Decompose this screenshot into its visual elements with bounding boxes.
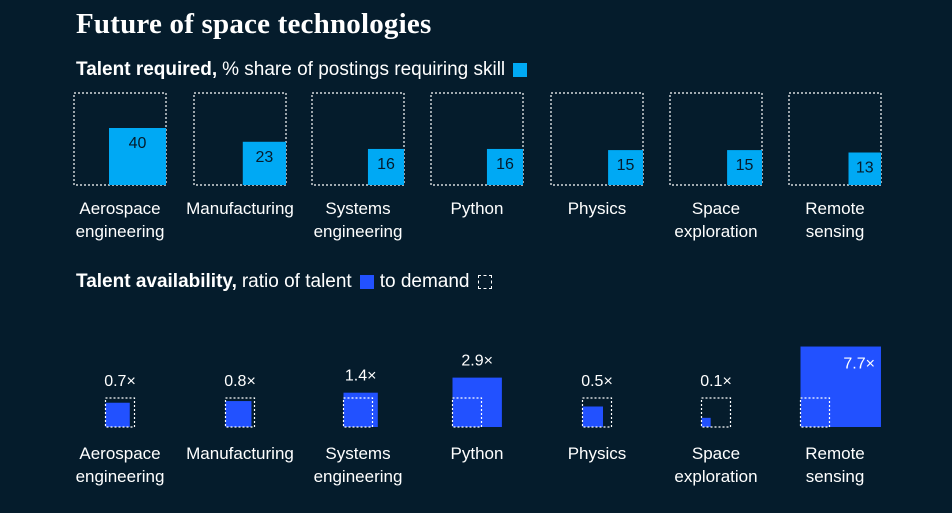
availability-category-remote-sensing: sensing — [806, 467, 865, 486]
required-category-remote-sensing: sensing — [806, 222, 865, 241]
required-bar-systems-engineering — [367, 148, 404, 185]
demand-frame-aerospace-engineering — [104, 397, 136, 428]
availability-category-space-exploration: Space — [692, 444, 740, 463]
availability-value-space-exploration: 0.1× — [700, 373, 732, 390]
required-bar-space-exploration — [727, 150, 762, 185]
availability-category-remote-sensing: Remote — [805, 444, 865, 463]
availability-category-manufacturing: Manufacturing — [186, 444, 294, 463]
availability-category-systems-engineering: Systems — [325, 444, 390, 463]
demand-frame-remote-sensing — [799, 397, 831, 428]
availability-value-systems-engineering: 1.4× — [345, 368, 377, 385]
talent-availability-mid: to demand — [379, 271, 470, 292]
required-category-systems-engineering: engineering — [314, 222, 403, 241]
demand-frame-space-exploration — [700, 397, 732, 428]
required-legend-swatch — [513, 63, 528, 77]
availability-value-remote-sensing: 7.7× — [843, 356, 875, 373]
availability-bar-physics — [582, 406, 604, 427]
required-frame-systems-engineering — [311, 92, 405, 186]
demand-frame-systems-engineering — [342, 397, 374, 428]
talent-availability-rest: ratio of talent — [241, 271, 352, 292]
availability-bar-remote-sensing — [800, 346, 881, 427]
required-category-python: Python — [451, 199, 504, 218]
required-bar-manufacturing — [242, 141, 286, 185]
required-value-systems-engineering: 16 — [377, 156, 395, 173]
required-category-aerospace-engineering: Aerospace — [79, 199, 160, 218]
availability-category-python: Python — [451, 444, 504, 463]
required-bar-remote-sensing — [848, 152, 881, 185]
required-frame-space-exploration — [669, 92, 763, 186]
demand-frame-physics — [581, 397, 613, 428]
required-value-remote-sensing: 13 — [856, 160, 874, 177]
availability-category-systems-engineering: engineering — [314, 467, 403, 486]
availability-category-aerospace-engineering: engineering — [76, 467, 165, 486]
required-category-space-exploration: Space — [692, 199, 740, 218]
talent-availability-heading: Talent availability, ratio of talent to … — [76, 271, 492, 293]
availability-bar-aerospace-engineering — [105, 402, 130, 427]
required-frame-manufacturing — [193, 92, 287, 186]
availability-category-space-exploration: exploration — [674, 467, 757, 486]
talent-legend-swatch — [359, 275, 374, 289]
availability-category-aerospace-engineering: Aerospace — [79, 444, 160, 463]
availability-bar-space-exploration — [701, 417, 711, 427]
talent-required-bold: Talent required, — [76, 59, 218, 80]
required-value-physics: 15 — [617, 157, 635, 174]
availability-value-physics: 0.5× — [581, 373, 613, 390]
talent-required-rest: % share of postings requiring skill — [222, 59, 506, 80]
demand-legend-swatch — [477, 275, 492, 289]
required-category-aerospace-engineering: engineering — [76, 222, 165, 241]
availability-value-python: 2.9× — [461, 353, 493, 370]
talent-availability-bold: Talent availability, — [76, 271, 237, 292]
required-value-space-exploration: 15 — [736, 157, 754, 174]
chart-title: Future of space technologies — [76, 8, 432, 40]
availability-bar-manufacturing — [225, 401, 252, 427]
availability-value-manufacturing: 0.8× — [224, 373, 256, 390]
required-category-space-exploration: exploration — [674, 222, 757, 241]
demand-frame-python — [451, 397, 483, 428]
required-value-aerospace-engineering: 40 — [129, 135, 147, 152]
talent-required-heading: Talent required, % share of postings req… — [76, 59, 528, 81]
required-bar-python — [486, 148, 523, 185]
required-value-manufacturing: 23 — [255, 149, 273, 166]
required-bar-aerospace-engineering — [109, 128, 166, 185]
availability-bar-python — [452, 377, 502, 427]
required-frame-remote-sensing — [788, 92, 882, 186]
required-value-python: 16 — [496, 156, 514, 173]
required-frame-python — [430, 92, 524, 186]
availability-value-aerospace-engineering: 0.7× — [104, 373, 136, 390]
required-category-physics: Physics — [568, 199, 627, 218]
required-frame-physics — [550, 92, 644, 186]
required-category-manufacturing: Manufacturing — [186, 199, 294, 218]
demand-frame-manufacturing — [224, 397, 256, 428]
availability-category-physics: Physics — [568, 444, 627, 463]
required-category-systems-engineering: Systems — [325, 199, 390, 218]
required-bar-physics — [608, 150, 643, 185]
required-category-remote-sensing: Remote — [805, 199, 865, 218]
